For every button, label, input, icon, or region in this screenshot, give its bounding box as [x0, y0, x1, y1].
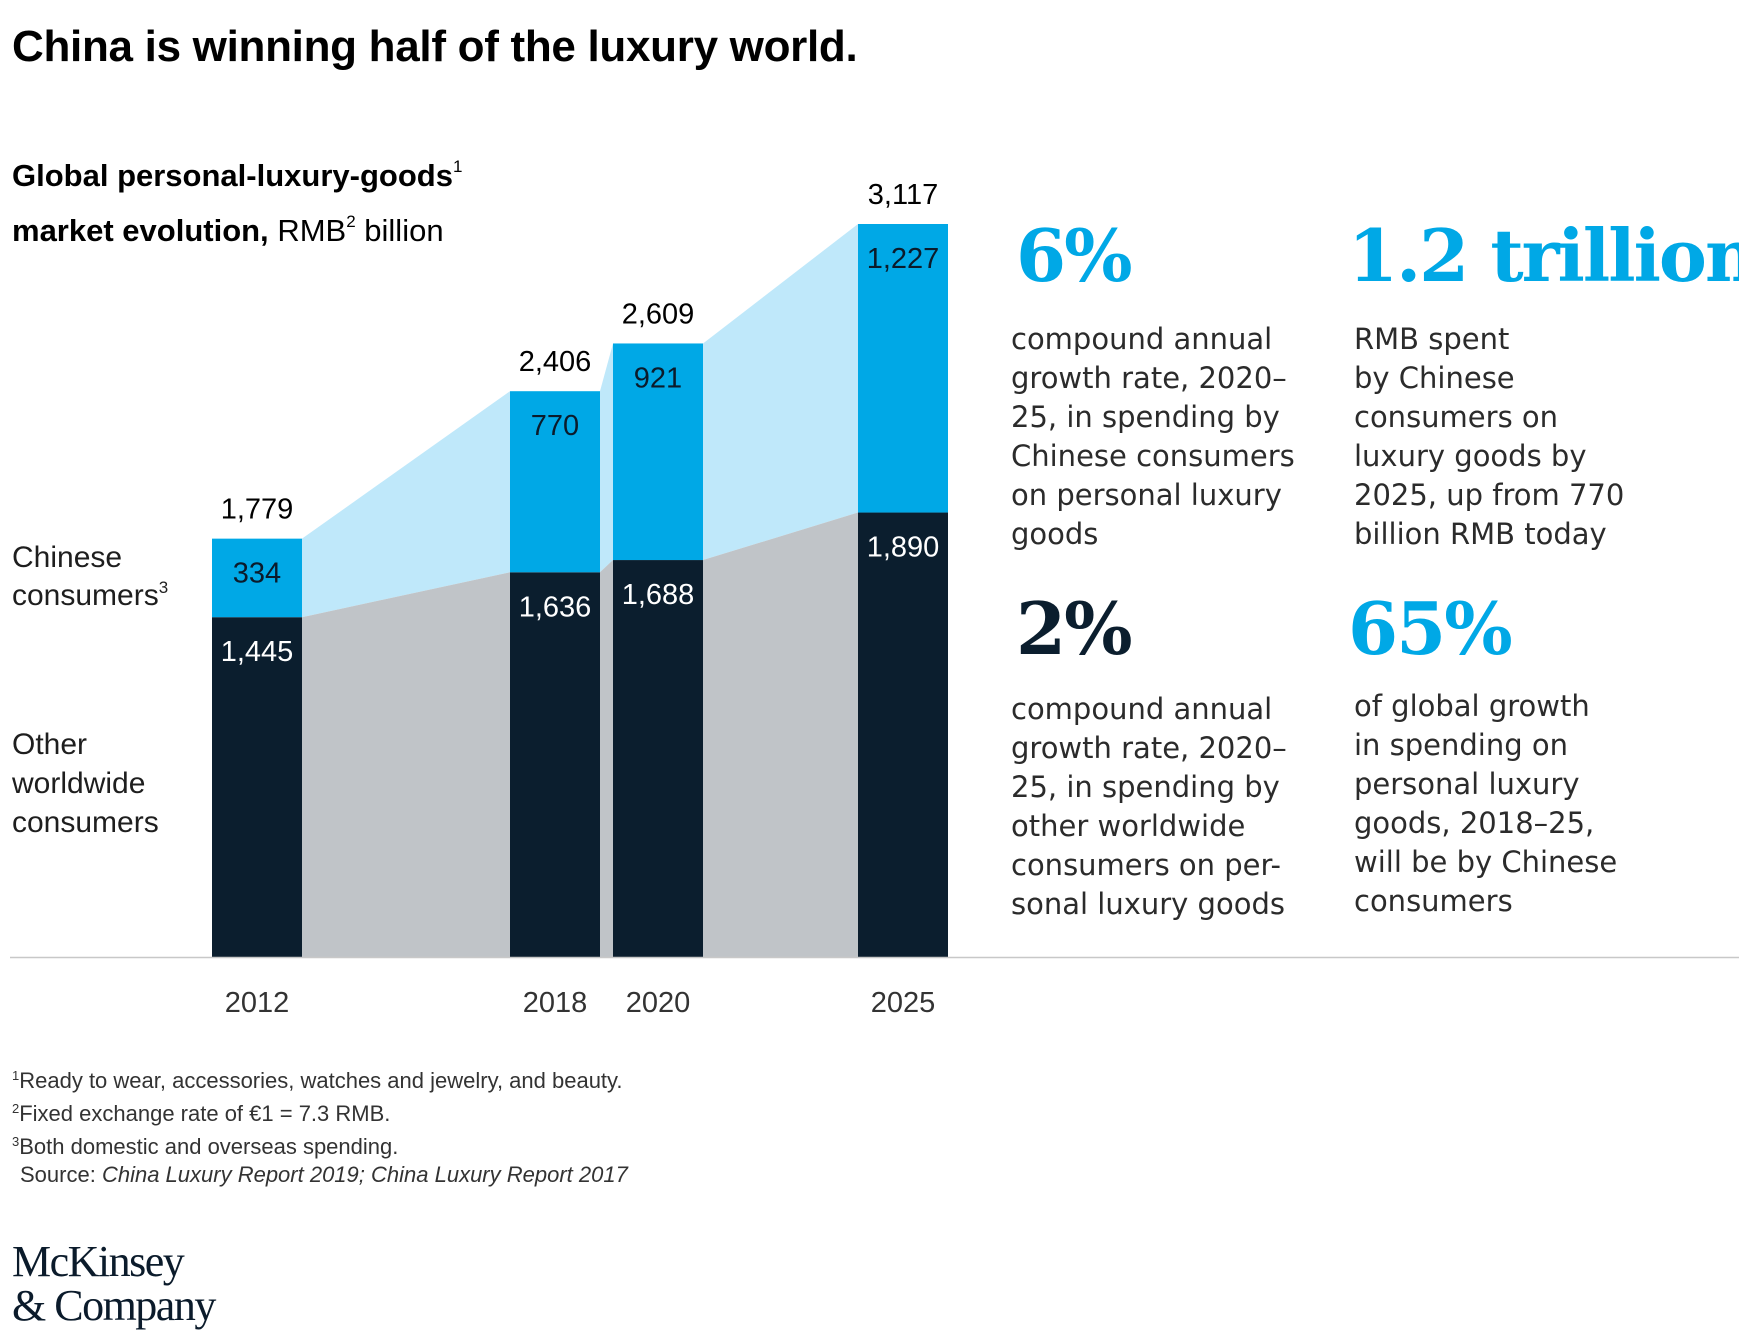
stat-line: 25, in spending by	[1011, 400, 1280, 434]
chinese-area-segment	[600, 343, 613, 573]
chinese-value-label-2012: 334	[233, 558, 281, 590]
stat-line: on personal luxury	[1011, 478, 1282, 512]
stat-text-65pct: of global growth in spending on personal…	[1354, 687, 1617, 921]
source-text: China Luxury Report 2019; China Luxury R…	[101, 1162, 628, 1187]
chinese-value-label-2018: 770	[531, 410, 579, 442]
series-label-chinese-line2: consumers3	[12, 578, 168, 612]
chinese-area-segment	[703, 224, 858, 561]
total-label-2012: 1,779	[221, 494, 294, 526]
stat-line: other worldwide	[1011, 809, 1246, 843]
stat-line: growth rate, 2020–	[1011, 731, 1287, 765]
other-value-label-2018: 1,636	[519, 591, 592, 623]
page-title: China is winning half of the luxury worl…	[12, 22, 858, 71]
source-line: Source: China Luxury Report 2019; China …	[12, 1161, 628, 1189]
series-label-chinese-sup: 3	[159, 578, 168, 597]
other-value-label-2012: 1,445	[221, 636, 294, 668]
series-label-other-line2: worldwide	[11, 767, 145, 800]
stat-value-6pct: 6%	[1016, 213, 1133, 298]
stat-text-1-2-trillion: RMB spent by Chinese consumers on luxury…	[1354, 320, 1624, 554]
other-value-label-2020: 1,688	[622, 579, 695, 611]
series-label-chinese-line1: Chinese	[12, 541, 122, 574]
other-area-segment	[703, 512, 858, 957]
stat-line: luxury goods by	[1354, 439, 1587, 473]
stat-line: billion RMB today	[1354, 517, 1607, 551]
stat-text-6pct: compound annual growth rate, 2020– 25, i…	[1011, 320, 1295, 554]
stat-line: goods	[1011, 517, 1099, 551]
stat-line: consumers	[1354, 884, 1513, 918]
x-tick-label-2018: 2018	[523, 987, 588, 1019]
bar-other-2025	[858, 512, 948, 957]
chart-heading-line1: Global personal-luxury-goods	[12, 158, 453, 193]
stat-line: 25, in spending by	[1011, 770, 1280, 804]
chart-heading: Global personal-luxury-goods1 market evo…	[12, 144, 462, 254]
bar-other-2020	[613, 560, 703, 957]
mckinsey-logo: McKinsey & Company	[12, 1237, 216, 1330]
footnote-text: Fixed exchange rate of €1 = 7.3 RMB.	[19, 1101, 391, 1126]
logo-line1: McKinsey	[12, 1237, 185, 1286]
other-area-segment	[302, 572, 510, 957]
x-tick-label-2025: 2025	[871, 987, 936, 1019]
stat-line: compound annual	[1011, 322, 1273, 356]
chinese-value-label-2020: 921	[634, 362, 682, 394]
series-label-other-line3: consumers	[12, 806, 159, 839]
source-label: Source:	[20, 1162, 96, 1187]
bar-other-2012	[212, 617, 302, 957]
footnote-text: Both domestic and overseas spending.	[19, 1134, 399, 1159]
logo-line2: & Company	[12, 1281, 216, 1330]
bar-other-2018	[510, 572, 600, 957]
stat-line: personal luxury	[1354, 767, 1580, 801]
chinese-area-segment	[302, 391, 510, 618]
footnote-sup: 1	[12, 1068, 20, 1083]
chart-heading-unit-rest: billion	[364, 213, 444, 248]
footnote-text: Ready to wear, accessories, watches and …	[19, 1068, 623, 1093]
stat-line: compound annual	[1011, 692, 1273, 726]
stat-line: consumers on per-	[1011, 848, 1282, 882]
stat-value-65pct: 65%	[1348, 586, 1513, 671]
stat-line: RMB spent	[1354, 322, 1510, 356]
footnote-sup: 2	[12, 1101, 20, 1116]
stat-line: sonal luxury goods	[1011, 887, 1285, 921]
stat-text-2pct: compound annual growth rate, 2020– 25, i…	[1011, 690, 1287, 924]
footnote-3: 3Both domestic and overseas spending.	[12, 1128, 628, 1161]
bar-chinese-2020	[613, 343, 703, 561]
total-label-2018: 2,406	[519, 346, 592, 378]
bar-chinese-2018	[510, 391, 600, 573]
bar-chinese-2012	[212, 538, 302, 618]
stat-value-1-2-trillion: 1.2 trillion	[1348, 213, 1739, 298]
bar-chinese-2025	[858, 224, 948, 513]
area-layer	[302, 224, 858, 957]
stat-value-2pct: 2%	[1016, 586, 1133, 671]
chart-heading-line2: market evolution,	[12, 213, 269, 248]
footnote-sup: 3	[12, 1134, 20, 1149]
stat-line: will be by Chinese	[1354, 845, 1618, 879]
stat-line: in spending on	[1354, 728, 1568, 762]
other-value-label-2025: 1,890	[867, 532, 940, 564]
stat-line: goods, 2018–25,	[1354, 806, 1595, 840]
chart-heading-sup2: 2	[346, 212, 356, 231]
x-tick-label-2020: 2020	[626, 987, 691, 1019]
stat-line: of global growth	[1354, 689, 1590, 723]
footnote-1: 1Ready to wear, accessories, watches and…	[12, 1062, 628, 1095]
chinese-value-label-2025: 1,227	[867, 243, 940, 275]
label-layer: 1,779 334 1,445 2012 2,406 770 1,636 2018 2,609 9…	[221, 179, 940, 1019]
series-label-chinese-line2-text: consumers	[12, 579, 159, 612]
stat-line: consumers on	[1354, 400, 1559, 434]
bar-layer	[212, 224, 948, 957]
stacked-bar-chart: 1,779 334 1,445 2012 2,406 770 1,636 2018 2,609 9…	[10, 179, 1739, 1019]
footnote-2: 2Fixed exchange rate of €1 = 7.3 RMB.	[12, 1095, 628, 1128]
chart-heading-sup1: 1	[452, 157, 463, 176]
chart-heading-unit: RMB	[277, 213, 347, 248]
stat-line: 2025, up from 770	[1354, 478, 1625, 512]
series-labels: Chinese consumers3 Other worldwide consu…	[11, 541, 168, 839]
series-label-other-line1: Other	[12, 728, 87, 761]
footnotes: 1Ready to wear, accessories, watches and…	[12, 1062, 628, 1189]
total-label-2020: 2,609	[622, 298, 695, 330]
stat-line: Chinese consumers	[1011, 439, 1295, 473]
stat-line: by Chinese	[1354, 361, 1515, 395]
x-tick-label-2012: 2012	[225, 987, 290, 1019]
total-label-2025: 3,117	[868, 179, 938, 211]
other-area-segment	[600, 560, 613, 957]
stat-line: growth rate, 2020–	[1011, 361, 1287, 395]
